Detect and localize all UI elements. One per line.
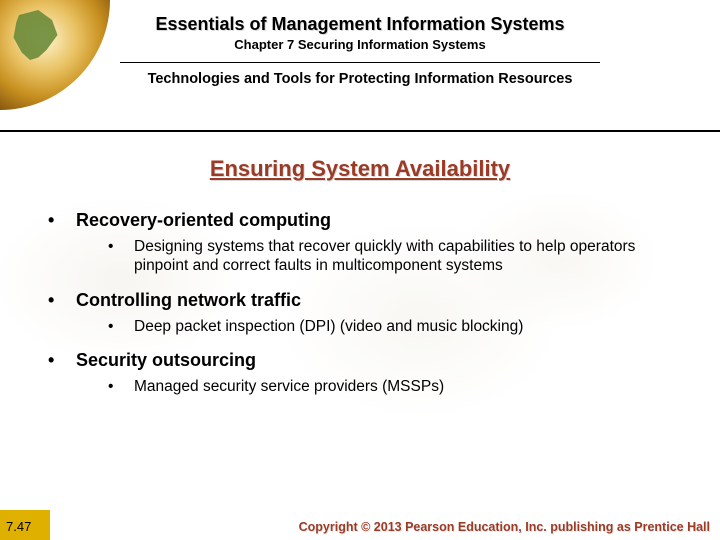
bullet-icon: • [108, 377, 134, 396]
bullet-l1: • Controlling network traffic [48, 290, 680, 311]
divider-thick [0, 130, 720, 132]
bullet-text: Managed security service providers (MSSP… [134, 377, 444, 396]
bullet-l1: • Recovery-oriented computing [48, 210, 680, 231]
slide-title: Ensuring System Availability [0, 156, 720, 182]
bullet-text: Controlling network traffic [76, 290, 301, 311]
bullet-icon: • [108, 237, 134, 276]
bullet-icon: • [48, 350, 76, 371]
bullet-l1: • Security outsourcing [48, 350, 680, 371]
bullet-l2: • Managed security service providers (MS… [108, 377, 680, 396]
section-heading: Technologies and Tools for Protecting In… [0, 71, 720, 87]
bullet-l2: • Designing systems that recover quickly… [108, 237, 680, 276]
divider-thin [120, 62, 600, 63]
bullet-icon: • [48, 210, 76, 231]
book-title: Essentials of Management Information Sys… [0, 14, 720, 35]
bullet-text: Recovery-oriented computing [76, 210, 331, 231]
chapter-label: Chapter 7 Securing Information Systems [0, 37, 720, 52]
bullet-icon: • [108, 317, 134, 336]
bullet-text: Designing systems that recover quickly w… [134, 237, 680, 276]
copyright-text: Copyright © 2013 Pearson Education, Inc.… [299, 520, 710, 534]
content-area: • Recovery-oriented computing • Designin… [48, 200, 680, 411]
bullet-text: Security outsourcing [76, 350, 256, 371]
bullet-text: Deep packet inspection (DPI) (video and … [134, 317, 523, 336]
bullet-icon: • [48, 290, 76, 311]
bullet-l2: • Deep packet inspection (DPI) (video an… [108, 317, 680, 336]
slide-number: 7.47 [6, 519, 31, 534]
header: Essentials of Management Information Sys… [0, 0, 720, 87]
